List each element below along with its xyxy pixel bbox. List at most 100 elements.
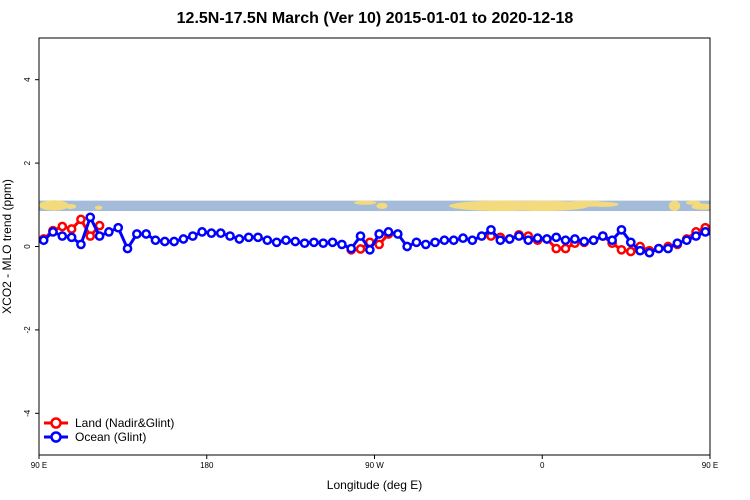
- ocean-point: [486, 224, 496, 235]
- ocean-point: [243, 232, 254, 243]
- legend-land-marker: [50, 417, 62, 429]
- ocean-point: [653, 243, 664, 254]
- ocean-point: [85, 212, 96, 223]
- legend-land-label: Land (Nadir&Glint): [75, 416, 174, 430]
- ocean-point: [392, 229, 403, 239]
- x-tick-label: 180: [200, 461, 214, 470]
- ocean-point: [570, 234, 580, 244]
- land-shape: [39, 200, 69, 211]
- ocean-point: [672, 238, 683, 249]
- ocean-point: [402, 241, 412, 252]
- ocean-point: [234, 234, 245, 244]
- ocean-point: [476, 231, 487, 241]
- land-point: [616, 244, 627, 255]
- land-shape: [65, 203, 77, 209]
- ocean-point: [327, 237, 338, 248]
- ocean-point: [281, 235, 291, 246]
- land-point: [66, 224, 77, 234]
- ocean-point: [113, 222, 124, 233]
- x-tick-label: 90 E: [31, 461, 47, 470]
- ocean-point: [132, 229, 142, 239]
- ocean-point: [290, 236, 301, 247]
- ocean-point: [691, 231, 701, 241]
- ocean-point: [104, 227, 114, 237]
- ocean-point: [467, 235, 478, 246]
- ocean-point: [730, 237, 737, 244]
- ocean-point: [588, 235, 599, 246]
- ocean-point: [364, 244, 375, 255]
- x-axis-label: Longitude (deg E): [327, 478, 422, 492]
- ocean-point: [635, 245, 645, 256]
- ocean-point: [448, 235, 459, 246]
- land-point: [625, 246, 636, 257]
- ocean-point: [122, 243, 133, 254]
- legend-ocean-label: Ocean (Glint): [75, 430, 146, 444]
- ocean-band: [39, 200, 710, 212]
- ocean-point: [178, 234, 189, 244]
- land-shape: [94, 205, 103, 210]
- ocean-point: [709, 234, 710, 238]
- ocean-point: [374, 229, 385, 239]
- ocean-point: [253, 232, 263, 243]
- ocean-point: [197, 227, 207, 237]
- ocean-point: [169, 236, 179, 247]
- ocean-point: [532, 233, 543, 244]
- ocean-point: [141, 229, 152, 239]
- land-shape: [691, 203, 710, 210]
- ocean-point: [625, 237, 636, 248]
- y-tick-label: 4: [23, 77, 32, 82]
- land-point: [709, 232, 710, 236]
- ocean-point: [299, 238, 310, 249]
- ocean-point: [346, 243, 357, 254]
- land-point: [730, 232, 737, 239]
- legend: Land (Nadir&Glint) Ocean (Glint): [44, 416, 174, 444]
- ocean-point: [458, 233, 468, 244]
- ocean-point: [720, 231, 727, 238]
- ocean-point: [607, 235, 617, 246]
- y-axis-label: XCO2 - MLO trend (ppm): [0, 179, 14, 314]
- x-tick-label: 0: [540, 461, 545, 470]
- ocean-point: [262, 235, 273, 246]
- x-tick-label: 90 E: [702, 461, 718, 470]
- ocean-point: [355, 231, 366, 241]
- land-shape: [685, 200, 701, 205]
- ocean-point: [411, 237, 422, 248]
- land-point: [57, 221, 68, 232]
- ocean-point: [700, 227, 710, 237]
- ocean-point: [597, 231, 608, 241]
- ocean-point: [206, 228, 217, 239]
- ocean-point: [225, 231, 235, 241]
- land-point: [85, 231, 96, 241]
- land-shape: [353, 200, 377, 205]
- land-shape: [376, 202, 388, 209]
- ocean-point: [504, 234, 515, 244]
- ocean-point: [383, 227, 394, 237]
- y-tick-label: -4: [23, 409, 32, 417]
- ocean-point: [39, 235, 49, 246]
- ocean-point: [76, 239, 86, 250]
- land-point: [560, 243, 571, 254]
- land-point: [76, 214, 86, 225]
- land-point: [374, 239, 385, 250]
- ocean-point: [48, 227, 58, 237]
- ocean-point: [318, 238, 329, 249]
- ocean-point: [616, 224, 627, 235]
- ocean-point: [187, 231, 198, 241]
- land-point: [355, 244, 366, 254]
- ocean-point: [337, 239, 347, 250]
- ocean-point: [644, 247, 655, 258]
- ocean-point: [271, 237, 282, 248]
- ocean-point: [542, 234, 552, 244]
- ocean-point: [681, 235, 692, 246]
- ocean-point: [579, 236, 590, 247]
- series-layer: [39, 212, 737, 258]
- legend-ocean-marker: [50, 431, 62, 443]
- ocean-point: [159, 236, 170, 247]
- y-tick-label: 0: [23, 244, 32, 249]
- ocean-point: [523, 235, 534, 246]
- ocean-point: [495, 235, 506, 246]
- ocean-point: [420, 239, 431, 250]
- axes: 90 E 180 90 W 0 90 E -4 -2 0 2 4: [23, 77, 718, 470]
- land-ocean-band: [39, 200, 710, 212]
